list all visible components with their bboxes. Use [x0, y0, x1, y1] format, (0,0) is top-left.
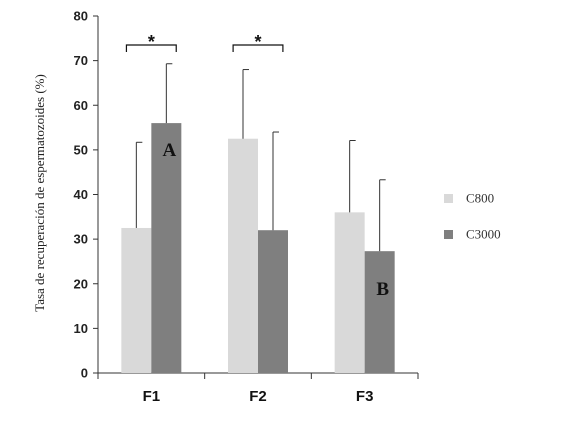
legend: C800 C3000 — [444, 191, 501, 242]
y-tick-label: 30 — [74, 232, 88, 247]
x-tick-label: F3 — [356, 388, 374, 405]
legend-label: C800 — [466, 191, 494, 206]
annotations: * * A B — [125, 32, 389, 300]
y-axis-label: Tasa de recuperación de espermatozoides … — [32, 74, 47, 312]
significance-bracket — [232, 44, 284, 53]
bar-annotation: B — [376, 279, 389, 300]
legend-swatch — [444, 230, 453, 239]
y-tick-label: 40 — [74, 187, 88, 202]
bar — [364, 251, 395, 373]
y-tick-label: 20 — [74, 276, 88, 291]
y-tick-label: 0 — [81, 366, 88, 381]
x-tick-label: F2 — [249, 388, 267, 405]
bars — [121, 63, 395, 373]
significance-marker: * — [254, 32, 261, 52]
x-tick-label: F1 — [143, 388, 161, 405]
bar — [151, 123, 182, 373]
bar — [121, 227, 152, 373]
y-tick-label: 60 — [74, 98, 88, 113]
x-axis: F1 F2 F3 — [97, 372, 419, 405]
bar — [228, 138, 258, 373]
bar — [334, 212, 365, 373]
y-tick-label: 50 — [74, 142, 88, 157]
bar — [258, 230, 288, 373]
y-axis: 0 10 20 30 40 50 60 70 80 — [74, 9, 99, 381]
y-tick-label: 10 — [74, 321, 88, 336]
significance-marker: * — [148, 32, 155, 52]
significance-bracket — [125, 44, 177, 53]
y-tick-label: 70 — [74, 53, 88, 68]
legend-label: C3000 — [466, 227, 501, 242]
bar-annotation: A — [162, 140, 176, 161]
y-tick-label: 80 — [74, 9, 88, 24]
legend-swatch — [444, 194, 453, 203]
